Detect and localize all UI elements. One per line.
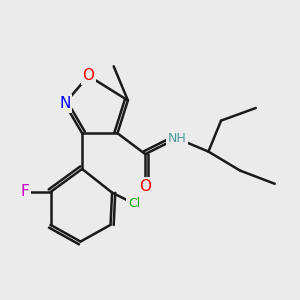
- Text: O: O: [139, 179, 151, 194]
- Text: Cl: Cl: [128, 197, 140, 210]
- Text: F: F: [21, 184, 30, 200]
- Text: NH: NH: [167, 132, 186, 145]
- Text: O: O: [82, 68, 94, 83]
- Text: N: N: [59, 96, 70, 111]
